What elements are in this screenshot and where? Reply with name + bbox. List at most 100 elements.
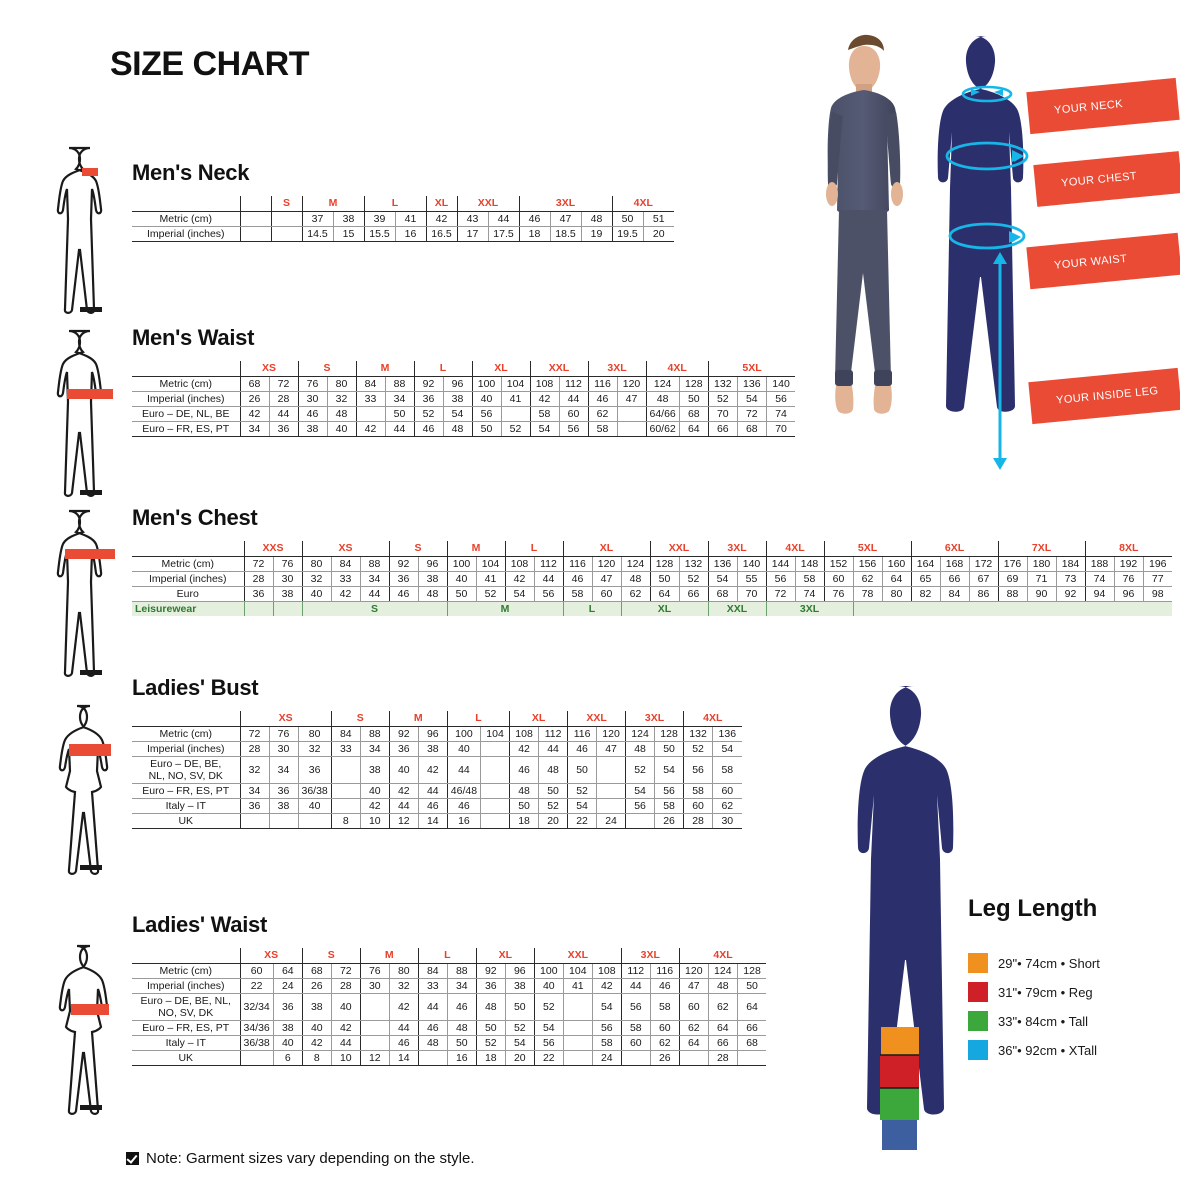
table-cell: 128 [736,963,767,980]
table-cell: 96 [417,556,447,573]
table-cell: 80 [326,376,356,393]
table-cell: 52 [500,421,530,438]
leg-length-legend-item: 31"• 79cm • Reg [968,982,1178,1002]
table-cell: 50 [567,756,597,785]
size-header-4xl: 4XL [645,361,709,377]
size-header-xxl: XXL [567,711,626,727]
leg-length-panel: Leg Length 29"• 74cm • Short 31"• 79cm • … [968,895,1178,1069]
table-cell [562,993,593,1022]
table-cell: 8 [301,1050,332,1067]
size-header-m: M [301,196,364,212]
row-label: Euro – FR, ES, PT [132,1020,240,1037]
table-cell: 56 [765,391,796,408]
size-header-3xl: 3XL [707,541,766,557]
size-header-4xl: 4XL [678,948,767,964]
table-cell: 50 [509,798,539,815]
check-box-icon [126,1152,139,1165]
table-cell: 74 [1084,571,1114,588]
color-swatch-icon [968,982,988,1002]
table-cell: 44 [384,421,414,438]
table-cell: 48 [707,978,738,995]
table-cell: 60 [620,1035,651,1052]
table-cell: 52 [625,756,655,785]
table-cell: 64 [736,993,767,1022]
table-cell: 88 [997,586,1027,603]
table-cell: 84 [330,556,360,573]
table-cell: 100 [533,963,564,980]
table-cell: 58 [712,756,742,785]
size-header-xxl: XXL [649,541,708,557]
table-cell: 62 [712,798,742,815]
table-cell: 32 [388,978,419,995]
table-cell: 28 [330,978,361,995]
table-cell: 124 [620,556,650,573]
table-cell: 116 [587,376,617,393]
table-cell: 192 [1113,556,1143,573]
table-cell: 62 [587,406,617,423]
table-cell: 104 [500,376,530,393]
table-cell: 108 [591,963,622,980]
table-cell: 14.5 [301,226,333,243]
table-cell: 52 [413,406,443,423]
section-mens-waist: Men's Waist XS S M L XL XXL 3XL 4XL 5XL Metric (cm… [132,325,796,438]
table-cell: 98 [1142,586,1172,603]
row-label: Euro – DE, BE, NL, NO, SV, DK [132,993,240,1022]
table-cell: 60 [239,963,274,980]
table-cell: 68 [736,421,767,438]
table-cell: 132 [678,556,708,573]
table-row: Metric (cm) 68 72 76 80 84 88 92 96 100 104 108 112 1… [132,376,796,393]
size-header-l: L [413,361,472,377]
table-cell: 54 [533,1020,564,1037]
table-cell: 34 [239,421,269,438]
row-label: Italy – IT [132,798,240,815]
table-cell [480,813,510,830]
table-cell: 58 [649,993,680,1022]
table-cell: 80 [881,586,911,603]
female-bust-silhouette [58,704,111,875]
page-title: SIZE CHART [110,45,310,83]
table-cell: 96 [442,376,472,393]
table-cell: 72 [268,376,298,393]
leg-length-legend-item: 36"• 92cm • XTall [968,1040,1178,1060]
table-cell: 28 [243,571,273,588]
table-cell: 92 [1055,586,1085,603]
color-swatch-icon [968,1011,988,1031]
size-header-xs: XS [239,948,303,964]
table-row: Euro – FR, ES, PT 34/36 38 40 42 44 46 48 50 52 54… [132,1020,767,1037]
size-header-xl: XL [509,711,568,727]
table-cell: 18 [475,1050,506,1067]
table-cell: 30 [297,391,327,408]
table-cell: 58 [794,571,824,588]
row-label: Imperial (inches) [132,741,240,758]
table-row: Imperial (inches) 26 28 30 32 33 34 36 38 40 41 42 4… [132,391,796,408]
table-cell: 88 [446,963,477,980]
table-cell: 94 [1084,586,1114,603]
table-cell [562,1020,593,1037]
table-cell: 36 [475,978,506,995]
table-cell: 30 [712,813,742,830]
table-cell: 26 [649,1050,680,1067]
table-cell: 148 [794,556,824,573]
row-label: Imperial (inches) [132,391,240,408]
table-cell: 52 [683,741,713,758]
table-cell: 17.5 [487,226,519,243]
table-row: UK 6 8 10 12 14 16 18 20 22 24 26 28 [132,1050,767,1067]
table-row: Imperial (inches) 14.5 15 15.5 16 16.5 17 17.5 1… [132,226,674,243]
table-cell: 47 [616,391,646,408]
table-cell: 48 [620,571,650,588]
table-cell: 50 [471,421,501,438]
leisurewear-cell [272,601,302,617]
table-cell: 48 [625,741,655,758]
table-cell [500,406,530,423]
table-cell: 42 [509,741,539,758]
table-cell: 32 [239,756,269,785]
table-cell: 72 [239,726,269,743]
size-header-s: S [301,948,361,964]
table-cell [359,1035,390,1052]
table-cell: 15 [332,226,364,243]
table-corner-cell [132,948,240,964]
table-cell: 50 [654,741,684,758]
table-cell: 36 [297,756,332,785]
table-cell: 51 [642,211,674,228]
row-label: Metric (cm) [132,556,244,573]
